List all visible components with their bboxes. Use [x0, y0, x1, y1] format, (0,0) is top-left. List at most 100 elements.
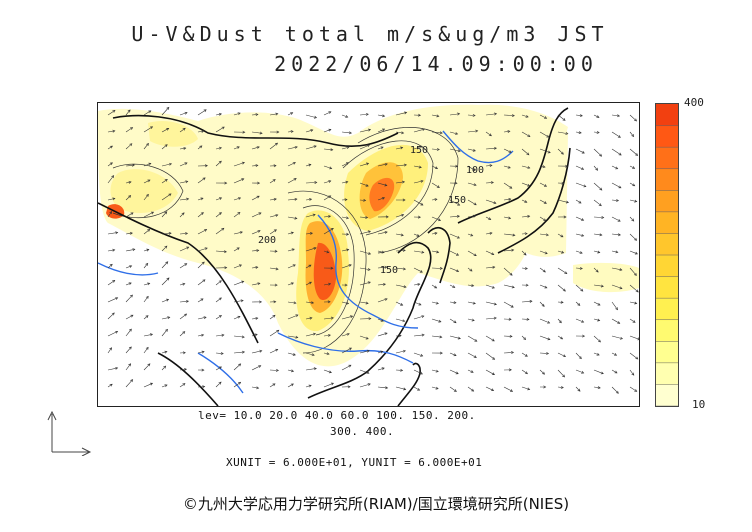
wind-arrow-head: [203, 109, 207, 113]
wind-arrow: [575, 352, 582, 359]
wind-arrow-head: [380, 146, 384, 150]
wind-arrow-head: [615, 390, 619, 394]
wind-arrow-head: [403, 285, 407, 289]
wind-arrow-head: [456, 269, 460, 273]
wind-arrow: [161, 163, 172, 167]
wind-arrow-head: [453, 389, 457, 392]
wind-arrow-head: [417, 387, 421, 391]
wind-arrow-head: [523, 337, 527, 341]
wind-arrow: [431, 131, 443, 134]
wind-arrow: [125, 109, 131, 116]
wind-arrow-head: [149, 333, 154, 337]
wind-arrow: [395, 147, 403, 150]
wind-arrow-head: [581, 370, 585, 374]
wind-arrow-head: [509, 185, 513, 189]
wind-arrow-head: [544, 116, 548, 119]
wind-arrow: [161, 365, 166, 371]
wind-arrow-head: [274, 249, 278, 253]
wind-arrow-head: [596, 130, 600, 134]
wind-arrow-head: [346, 332, 350, 336]
wind-arrow: [485, 165, 492, 167]
wind-arrow-head: [511, 248, 515, 252]
wind-arrow: [161, 232, 172, 235]
wind-arrow: [251, 146, 260, 150]
wind-arrow-head: [527, 387, 531, 391]
wind-arrow-head: [614, 353, 618, 356]
wind-arrow: [449, 369, 459, 374]
wind-arrow-head: [619, 268, 623, 272]
wind-arrow-head: [494, 112, 498, 116]
wind-arrow: [521, 335, 526, 340]
wind-arrow: [143, 283, 150, 286]
wind-arrow-head: [185, 180, 189, 184]
wind-arrow: [107, 145, 113, 150]
wind-arrow: [611, 216, 621, 222]
wind-arrow: [539, 233, 549, 236]
wind-arrow-head: [312, 213, 316, 217]
wind-arrow: [251, 114, 258, 116]
wind-arrow-head: [290, 383, 294, 387]
wind-arrow-head: [435, 301, 439, 305]
wind-arrow-head: [508, 150, 512, 153]
wind-arrow-head: [632, 320, 636, 323]
wind-arrow-head: [366, 144, 371, 148]
wind-arrow: [413, 180, 424, 184]
wind-arrow: [161, 299, 169, 303]
wind-arrow-head: [417, 215, 421, 219]
wind-arrow-head: [183, 367, 188, 371]
wind-arrow-head: [308, 163, 312, 167]
wind-arrow: [449, 250, 459, 256]
wind-arrow-head: [202, 177, 206, 181]
wind-arrow: [197, 298, 204, 303]
wind-arrow-head: [615, 307, 618, 311]
wind-arrow-head: [220, 352, 224, 355]
wind-arrow: [305, 301, 314, 304]
wind-arrow: [539, 284, 548, 289]
wind-arrow-head: [542, 269, 546, 273]
wind-arrow-head: [457, 336, 461, 340]
wind-arrow: [161, 179, 168, 184]
wind-arrow: [125, 212, 134, 218]
wind-arrow-head: [292, 264, 296, 268]
wind-arrow-head: [148, 110, 152, 114]
wind-arrow-head: [311, 301, 315, 305]
wind-arrow-head: [618, 185, 622, 189]
wind-arrow: [575, 199, 582, 204]
wind-arrow-head: [184, 111, 188, 115]
wind-arrow-head: [350, 315, 354, 319]
wind-arrow-head: [565, 131, 569, 135]
wind-arrow-head: [470, 233, 474, 237]
colorbar-swatch: [656, 255, 678, 278]
wind-arrow-head: [366, 162, 370, 166]
wind-arrow-head: [416, 234, 420, 237]
wind-arrow: [449, 233, 460, 239]
wind-arrow: [377, 367, 385, 371]
wind-arrow: [269, 369, 279, 371]
wind-arrow-head: [241, 350, 246, 354]
wind-arrow: [377, 266, 387, 269]
wind-arrow: [395, 233, 404, 236]
wind-arrow: [539, 182, 547, 187]
wind-arrow-head: [524, 354, 528, 357]
wind-arrow: [467, 386, 474, 392]
wind-arrow: [413, 233, 420, 237]
wind-arrow: [233, 300, 244, 303]
wind-arrow: [179, 181, 188, 184]
wind-arrow: [143, 194, 149, 201]
wind-arrow: [629, 182, 635, 187]
wind-arrow-head: [439, 351, 443, 355]
wind-arrow: [179, 233, 188, 235]
wind-arrow: [161, 277, 170, 286]
wind-arrow-head: [292, 162, 296, 165]
wind-arrow: [107, 297, 118, 303]
wind-arrow-head: [456, 214, 460, 218]
wind-arrow: [413, 369, 423, 375]
wind-arrow: [467, 301, 476, 304]
wind-arrow: [503, 386, 513, 392]
wind-arrow-head: [201, 350, 205, 354]
wind-arrow: [305, 385, 312, 388]
wind-arrow-head: [452, 285, 456, 288]
wind-arrow: [179, 313, 187, 320]
wind-arrow-head: [290, 112, 294, 115]
wind-arrow: [287, 383, 294, 388]
